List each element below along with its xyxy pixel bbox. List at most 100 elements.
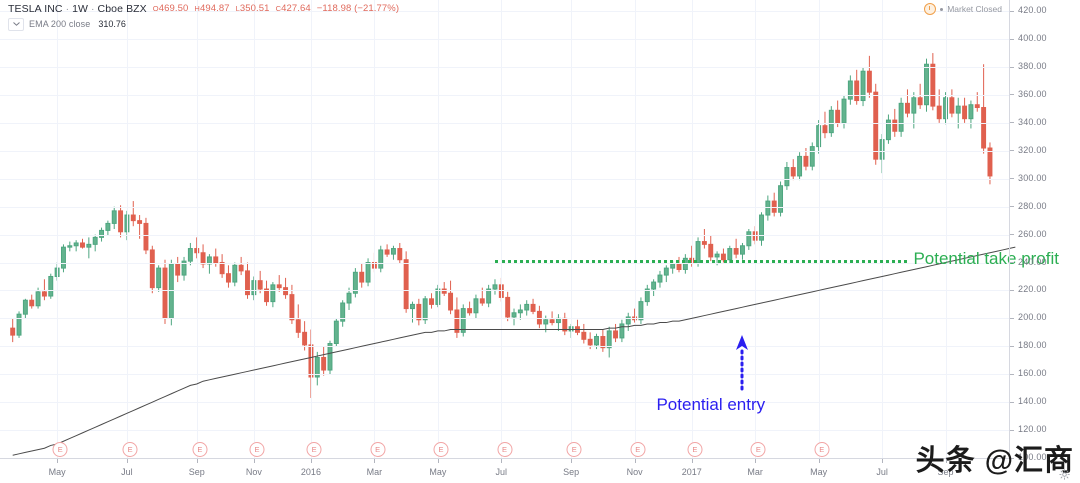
candle-body bbox=[682, 257, 688, 270]
price-tick-label: 340.00 bbox=[1018, 116, 1047, 127]
time-tick-label: Nov bbox=[626, 467, 643, 477]
gridline-horizontal bbox=[0, 346, 1009, 348]
candle-body bbox=[524, 303, 530, 311]
candle-body bbox=[327, 343, 333, 371]
chart-plot-area[interactable]: E E E E E E E E E E E E E Potential take profit Potent… bbox=[0, 0, 1059, 458]
candle-body bbox=[828, 109, 834, 134]
earnings-flag-7[interactable]: E bbox=[497, 442, 512, 457]
price-tick-mark bbox=[1010, 10, 1014, 12]
candle-body bbox=[790, 167, 796, 177]
price-tick-label: 140.00 bbox=[1018, 396, 1047, 407]
earnings-flag-1[interactable]: E bbox=[122, 442, 138, 457]
candle-body bbox=[968, 104, 974, 120]
candle-body bbox=[73, 242, 79, 247]
candle-body bbox=[898, 102, 904, 132]
candle-body bbox=[149, 249, 155, 289]
gear-icon[interactable] bbox=[1059, 469, 1070, 480]
price-tick-label: 200.00 bbox=[1018, 312, 1047, 323]
price-tick-mark bbox=[1010, 429, 1014, 431]
take-profit-label[interactable]: Potential take profit bbox=[913, 248, 1059, 268]
candle-body bbox=[257, 280, 263, 290]
symbol-name[interactable]: TESLA INC bbox=[8, 2, 63, 15]
candle-body bbox=[917, 97, 923, 106]
price-tick-label: 420.00 bbox=[1018, 5, 1047, 16]
earnings-flag-4[interactable]: E bbox=[306, 442, 322, 457]
ohlc-close-value: 427.64 bbox=[281, 2, 311, 14]
earnings-flag-5[interactable]: E bbox=[370, 442, 386, 457]
gridline-horizontal bbox=[0, 430, 1009, 432]
chevron-down-icon[interactable] bbox=[8, 17, 24, 31]
ohlc-high: H494.87 bbox=[194, 3, 229, 15]
time-axis[interactable]: May Jul Sep Nov 2016 Mar May Jul Sep Nov 2017 Mar Ma… bbox=[0, 458, 1009, 483]
candle-body bbox=[778, 185, 784, 213]
gridline-horizontal bbox=[0, 402, 1009, 404]
gridline-vertical bbox=[253, 0, 255, 458]
candle-body bbox=[885, 119, 891, 141]
candle-body bbox=[701, 241, 707, 245]
price-axis[interactable]: 420.00 400.00 380.00 360.00 340.00 320.00 300.… bbox=[1009, 0, 1080, 462]
gridline-horizontal bbox=[0, 39, 1009, 41]
chart-legend: TESLA INC · 1W · Cboe BZX O469.50 H494.8… bbox=[8, 2, 399, 31]
symbol-legend-row[interactable]: TESLA INC · 1W · Cboe BZX O469.50 H494.8… bbox=[8, 2, 399, 15]
entry-label[interactable]: Potential entry bbox=[656, 395, 766, 415]
time-tick bbox=[818, 459, 820, 463]
ohlc-close: C427.64 bbox=[276, 3, 311, 15]
candle-body bbox=[733, 248, 739, 255]
entry-arrow-icon[interactable] bbox=[732, 333, 752, 393]
price-tick-mark bbox=[1010, 262, 1014, 263]
candle-body bbox=[410, 303, 415, 310]
gridline-vertical bbox=[818, 0, 820, 458]
earnings-flag-10[interactable]: E bbox=[687, 442, 703, 457]
candle-body bbox=[130, 214, 136, 222]
candle-body bbox=[118, 210, 124, 233]
gridline-horizontal bbox=[0, 122, 1009, 124]
take-profit-line[interactable] bbox=[494, 259, 908, 263]
earnings-flag-3[interactable]: E bbox=[249, 442, 265, 457]
candle-body bbox=[892, 119, 898, 132]
candle-body bbox=[746, 231, 752, 247]
price-tick-label: 160.00 bbox=[1018, 368, 1047, 379]
gridline-horizontal bbox=[0, 206, 1009, 208]
gridline-vertical bbox=[882, 0, 884, 458]
earnings-flag-12[interactable]: E bbox=[814, 442, 830, 457]
candle-body bbox=[740, 245, 745, 255]
earnings-flag-0[interactable]: E bbox=[52, 442, 68, 457]
candle-body bbox=[264, 288, 269, 303]
candle-body bbox=[346, 292, 352, 304]
candle-body bbox=[67, 245, 73, 248]
time-tick bbox=[691, 459, 693, 463]
watermark: 头条 @汇商 bbox=[915, 445, 1074, 477]
candle-body bbox=[352, 271, 358, 294]
time-tick-label: Sep bbox=[937, 467, 954, 477]
earnings-flag-8[interactable]: E bbox=[566, 442, 582, 457]
time-tick-label: Jul bbox=[495, 467, 508, 477]
candle-body bbox=[784, 167, 790, 187]
ohlc-open-value: 469.50 bbox=[158, 2, 189, 14]
interval-label[interactable]: 1W bbox=[72, 2, 89, 15]
time-tick bbox=[126, 459, 128, 463]
earnings-flag-6[interactable]: E bbox=[433, 442, 449, 457]
indicator-legend-row[interactable]: EMA 200 close 310.76 bbox=[8, 17, 399, 31]
ohlc-open: O469.50 bbox=[153, 3, 189, 15]
indicator-name[interactable]: EMA 200 close bbox=[29, 19, 91, 29]
candle-body bbox=[232, 264, 238, 283]
candle-body bbox=[86, 243, 92, 248]
candle-body bbox=[41, 291, 47, 297]
earnings-flag-2[interactable]: E bbox=[192, 442, 208, 457]
candle-body bbox=[340, 302, 346, 322]
candle-body bbox=[187, 248, 193, 262]
time-tick bbox=[310, 459, 312, 463]
candle-body bbox=[714, 253, 720, 258]
candle-body bbox=[384, 249, 390, 255]
candle-body bbox=[390, 248, 396, 255]
earnings-flag-9[interactable]: E bbox=[630, 442, 646, 457]
gridline-horizontal bbox=[0, 262, 1009, 264]
candle-body bbox=[955, 105, 961, 114]
candle-body bbox=[613, 330, 619, 339]
candle-body bbox=[473, 298, 479, 314]
market-status[interactable]: Market Closed bbox=[924, 3, 1002, 15]
candle-body bbox=[517, 309, 523, 314]
exchange-label[interactable]: Cboe BZX bbox=[97, 2, 147, 15]
time-tick-label: May bbox=[429, 467, 447, 477]
earnings-flag-11[interactable]: E bbox=[750, 442, 766, 457]
